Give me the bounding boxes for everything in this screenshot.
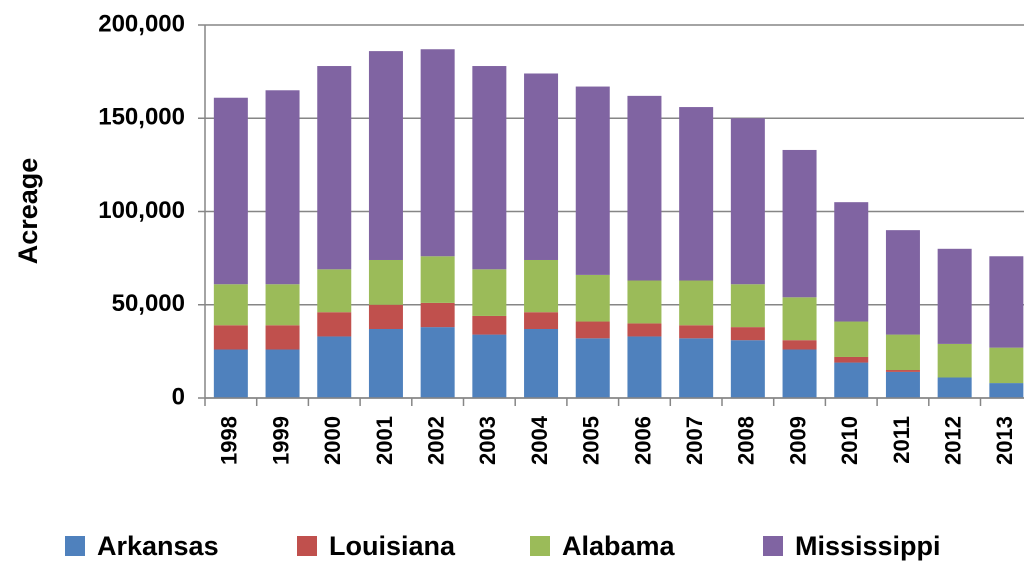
bar-segment — [368, 259, 403, 305]
x-tick-label: 2008 — [734, 416, 759, 465]
bar-segment — [679, 107, 714, 281]
bar-segment — [782, 149, 817, 298]
bar-segment — [265, 90, 300, 285]
bar-segment — [834, 362, 869, 398]
bar-segment — [782, 349, 817, 398]
bar-segment — [265, 349, 300, 398]
bar-segment — [317, 66, 352, 270]
x-tick-label: 1998 — [217, 416, 242, 465]
bar-segment — [679, 280, 714, 326]
bar-segment — [989, 383, 1024, 398]
bar-segment — [317, 269, 352, 313]
bar-segment — [575, 338, 610, 398]
bar-segment — [368, 328, 403, 398]
x-tick-label: 2012 — [940, 416, 965, 465]
bar-segment — [937, 377, 972, 398]
x-tick-label: 2009 — [785, 416, 810, 465]
bar-segment — [730, 327, 765, 341]
legend-label: Louisiana — [329, 531, 456, 561]
bar-segment — [524, 259, 559, 313]
bar-segment — [885, 230, 920, 335]
bar-segment — [420, 327, 455, 398]
bar-segment — [834, 202, 869, 322]
bar-segment — [420, 256, 455, 303]
bar-segment — [317, 312, 352, 337]
bar-segment — [524, 73, 559, 260]
legend-swatch — [65, 536, 85, 556]
y-tick-label: 0 — [172, 383, 185, 410]
bar-segment — [627, 336, 662, 398]
bar-segment — [885, 334, 920, 371]
legend-label: Arkansas — [97, 531, 219, 561]
x-tick-label: 2010 — [837, 416, 862, 465]
legend-swatch — [763, 536, 783, 556]
bar-segment — [368, 51, 403, 260]
bar-segment — [627, 95, 662, 281]
bar-segment — [213, 284, 248, 326]
bar-segment — [885, 371, 920, 398]
y-tick-label: 150,000 — [98, 104, 185, 131]
y-tick-label: 50,000 — [112, 290, 185, 317]
bar-segment — [834, 321, 869, 357]
x-tick-label: 1999 — [268, 416, 293, 465]
bar-segment — [782, 340, 817, 350]
bar-segment — [368, 304, 403, 329]
bar-segment — [989, 347, 1024, 384]
bar-segment — [730, 340, 765, 398]
x-tick-label: 2007 — [682, 416, 707, 465]
bar-segment — [834, 356, 869, 363]
legend-swatch — [297, 536, 317, 556]
bar-segment — [524, 328, 559, 398]
bar-segment — [265, 284, 300, 326]
bar-segment — [213, 349, 248, 398]
bar-segment — [730, 118, 765, 285]
bar-segment — [627, 280, 662, 324]
bar-segment — [213, 97, 248, 285]
bar-segment — [213, 325, 248, 350]
bar-segment — [782, 297, 817, 341]
bar-segment — [885, 370, 920, 372]
y-axis-label: Acreage — [13, 158, 43, 265]
bar-segment — [265, 325, 300, 350]
legend-label: Mississippi — [795, 531, 941, 561]
x-tick-label: 2000 — [320, 416, 345, 465]
bar-segment — [627, 323, 662, 337]
bar-segment — [575, 321, 610, 339]
y-tick-label: 200,000 — [98, 10, 185, 37]
x-tick-label: 2005 — [579, 416, 604, 465]
bar-segment — [679, 325, 714, 339]
bar-segment — [420, 49, 455, 257]
bar-segment — [575, 86, 610, 275]
x-tick-label: 2002 — [423, 416, 448, 465]
legend-label: Alabama — [562, 531, 676, 561]
bar-segment — [679, 338, 714, 398]
bar-segment — [472, 334, 507, 398]
bar-segment — [524, 312, 559, 329]
bar-segment — [730, 284, 765, 328]
legend-swatch — [530, 536, 550, 556]
bar-segment — [472, 66, 507, 270]
bar-segment — [317, 336, 352, 398]
bar-segment — [472, 315, 507, 335]
bar-segment — [937, 248, 972, 344]
bar-segment — [575, 274, 610, 322]
y-tick-label: 100,000 — [98, 197, 185, 224]
x-tick-label: 2013 — [992, 416, 1017, 465]
x-tick-label: 2004 — [527, 415, 552, 465]
x-tick-label: 2003 — [475, 416, 500, 465]
bar-segment — [472, 269, 507, 316]
bar-segment — [420, 302, 455, 328]
x-tick-label: 2001 — [372, 416, 397, 465]
bar-segment — [937, 343, 972, 378]
x-tick-label: 2011 — [889, 416, 914, 464]
bar-segment — [989, 256, 1024, 348]
x-tick-label: 2006 — [630, 416, 655, 465]
